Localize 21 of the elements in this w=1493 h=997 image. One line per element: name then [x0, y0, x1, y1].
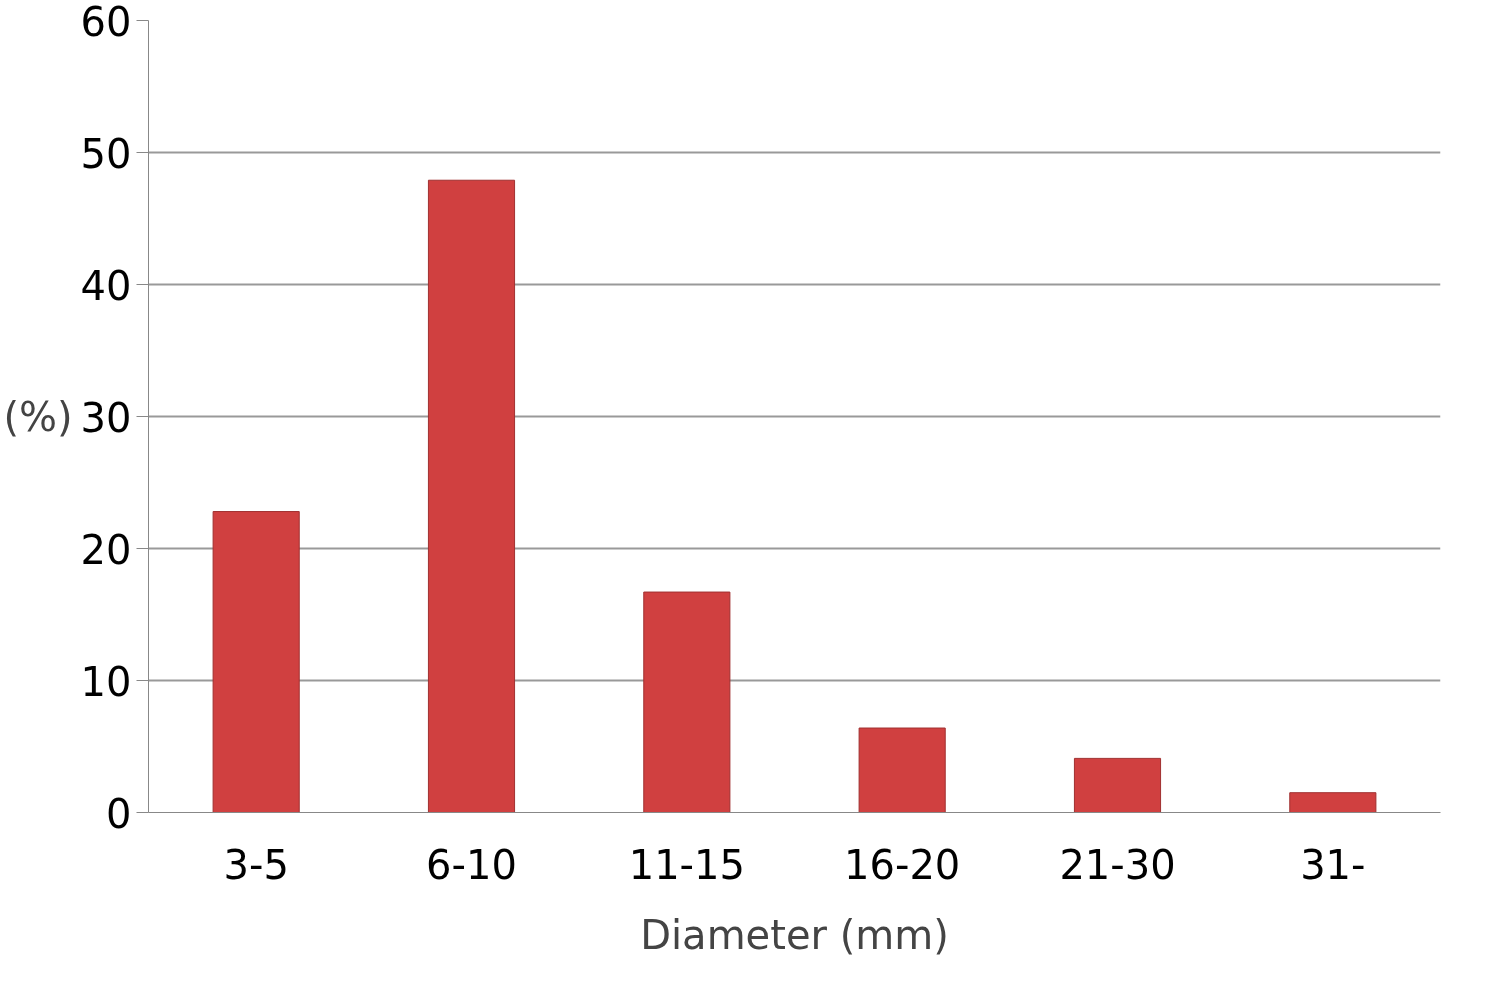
- y-tick-label: 10: [80, 658, 132, 705]
- y-axis-title: (%): [3, 393, 73, 440]
- bar: [858, 727, 946, 813]
- y-tick-label: 50: [80, 130, 132, 177]
- bar: [1289, 792, 1377, 813]
- x-tick-label: 16-20: [844, 841, 961, 888]
- bar: [212, 511, 300, 813]
- bar: [643, 591, 731, 813]
- y-tick-label: 0: [106, 790, 132, 837]
- x-tick-label: 6-10: [426, 841, 517, 888]
- bar: [1073, 757, 1162, 813]
- x-tick-label: 11-15: [628, 841, 745, 888]
- x-tick-label: 3-5: [223, 841, 289, 888]
- x-tick-label: 21-30: [1059, 841, 1176, 888]
- y-tick-label: 60: [80, 0, 132, 45]
- y-tick-label: 30: [80, 394, 132, 441]
- y-tick-label: 40: [80, 262, 132, 309]
- x-axis-title: Diameter (mm): [640, 911, 949, 958]
- x-tick-label: 31-: [1300, 841, 1366, 888]
- bar: [427, 179, 516, 813]
- y-tick-label: 20: [80, 526, 132, 573]
